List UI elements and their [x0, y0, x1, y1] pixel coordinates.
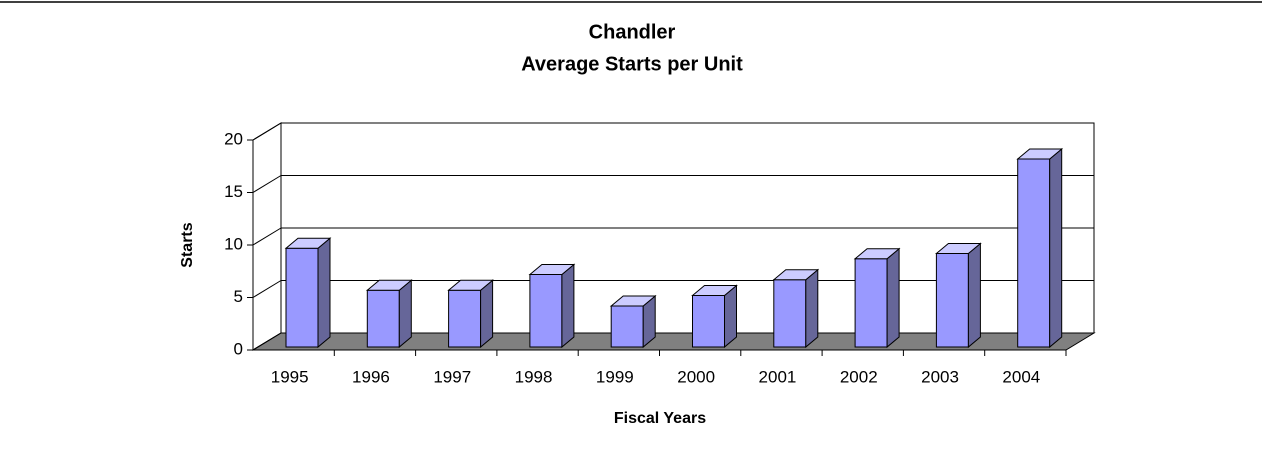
bar-front — [854, 258, 888, 348]
bar-side — [317, 237, 331, 349]
bar-front — [529, 274, 563, 348]
bar-top — [365, 279, 413, 291]
grid-line — [252, 227, 282, 246]
grid-line — [252, 122, 282, 141]
bar — [365, 279, 413, 349]
grid-line — [252, 175, 282, 193]
bar-front — [935, 253, 969, 348]
grid-line — [252, 332, 282, 351]
bar-top — [772, 269, 820, 281]
x-tick-label: 2000 — [677, 367, 715, 386]
bar — [447, 279, 494, 349]
x-tick-label: 1997 — [433, 367, 471, 386]
bar-top — [528, 264, 576, 275]
bar-front — [773, 279, 807, 348]
x-tick-label: 2002 — [840, 367, 878, 386]
bar-top — [284, 237, 332, 249]
x-tick-label: 2001 — [759, 367, 797, 386]
bar — [528, 263, 576, 349]
bar-front — [366, 289, 400, 348]
bar — [1016, 147, 1064, 349]
bar-front — [610, 305, 644, 348]
bar-front — [692, 295, 725, 348]
x-tick-label: 1995 — [271, 367, 309, 386]
y-tick-label: 20 — [224, 129, 243, 148]
bar-side — [1049, 147, 1063, 349]
x-axis-title: Fiscal Years — [614, 410, 706, 427]
bar-front — [285, 247, 319, 348]
y-tick-label: 10 — [224, 234, 243, 253]
bar-side — [724, 284, 737, 349]
bar — [935, 242, 982, 349]
x-tick-label: 1999 — [596, 367, 634, 386]
y-tick-label: 15 — [224, 182, 243, 201]
y-tick-label: 0 — [234, 339, 243, 358]
bar-top — [447, 279, 494, 291]
bar — [691, 284, 738, 349]
bar-top — [853, 248, 901, 260]
bar — [772, 268, 820, 349]
x-tick-label: 1996 — [352, 367, 390, 386]
y-tick-label: 5 — [234, 287, 243, 306]
bar-side — [480, 279, 494, 349]
bar-side — [886, 247, 900, 349]
x-tick-label: 1998 — [515, 367, 553, 386]
bar-side — [967, 242, 981, 349]
bar-side — [561, 263, 575, 349]
bar-top — [1016, 148, 1064, 160]
chart-subtitle: Average Starts per Unit — [521, 53, 743, 75]
x-tick-label: 2003 — [921, 367, 959, 386]
bar — [284, 237, 332, 349]
bar-front — [1017, 158, 1051, 348]
grid-line — [252, 280, 282, 298]
bar — [609, 294, 657, 349]
chart-title: Chandler — [589, 21, 676, 43]
bar — [853, 247, 901, 349]
bar-top — [935, 243, 982, 254]
bar-side — [805, 268, 819, 349]
bar-top — [691, 285, 738, 296]
x-tick-label: 2004 — [1002, 367, 1040, 386]
y-axis-title: Starts — [179, 222, 196, 267]
bar-front — [448, 289, 482, 348]
bar-side — [398, 279, 412, 349]
bar-top — [609, 295, 657, 307]
